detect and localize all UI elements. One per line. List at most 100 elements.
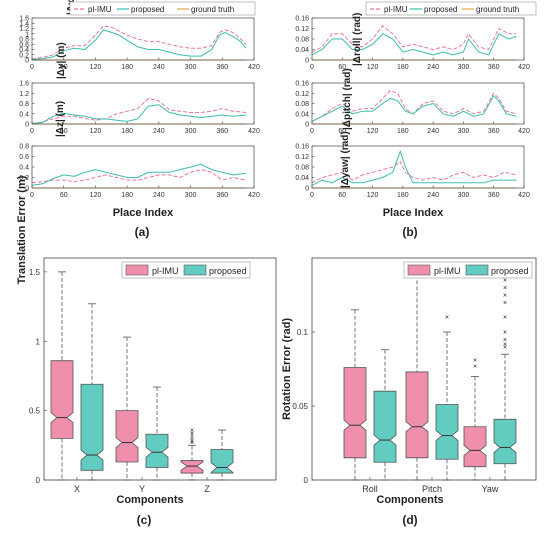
x-tick-label: 180 bbox=[397, 64, 409, 71]
y-axis-label-dyaw: |Δyaw| (rad) bbox=[340, 131, 351, 188]
outlier-marker: × bbox=[503, 315, 507, 322]
y-tick-label: 0.04 bbox=[295, 47, 309, 54]
legend-text-pl: pl-IMU bbox=[384, 5, 408, 14]
outlier-marker: × bbox=[503, 337, 507, 344]
x-tick-label: 120 bbox=[367, 128, 379, 135]
y-tick-label: 0 bbox=[25, 58, 29, 65]
x-tick-label: 60 bbox=[338, 128, 346, 135]
x-tick-label: 420 bbox=[248, 128, 260, 135]
y-tick-label: 0.5 bbox=[29, 407, 41, 416]
x-tick-label: 240 bbox=[427, 128, 439, 135]
legend-text-proposed: proposed bbox=[424, 5, 457, 14]
outlier-marker: × bbox=[445, 315, 449, 322]
axes-frame bbox=[311, 82, 525, 125]
y-tick-label: 0 bbox=[25, 122, 29, 129]
y-tick-label: 0.1 bbox=[297, 328, 309, 337]
y-tick-label: 0.8 bbox=[19, 101, 29, 108]
x-tick-label: 360 bbox=[488, 64, 500, 71]
x-tick-label: 240 bbox=[427, 192, 439, 199]
y-tick-label: 1 bbox=[25, 31, 29, 38]
y-tick-label: 0 bbox=[25, 186, 29, 193]
legend-c: pl-IMU proposed bbox=[121, 261, 251, 279]
y-tick-label: 0.08 bbox=[295, 165, 309, 172]
y-tick-label: 0.6 bbox=[19, 154, 29, 161]
outlier-marker: × bbox=[473, 364, 477, 371]
legend-text-proposed: proposed bbox=[131, 5, 164, 14]
series-line-proposed bbox=[31, 104, 247, 124]
series-line-proposed bbox=[31, 29, 247, 60]
y-tick-label: 0.4 bbox=[19, 47, 29, 54]
y-tick-label: 0 bbox=[305, 186, 309, 193]
box-body bbox=[145, 433, 169, 468]
x-tick-label: 240 bbox=[427, 64, 439, 71]
box-plimu-y bbox=[115, 336, 139, 481]
series-line-pl-imu bbox=[31, 25, 247, 60]
legend-text-proposed: proposed bbox=[209, 266, 247, 276]
x-tick-label: 420 bbox=[518, 64, 530, 71]
x-tick-label: 360 bbox=[488, 128, 500, 135]
y-axis-label-translation: Translation Error (m) bbox=[16, 175, 28, 284]
axes-frame bbox=[311, 145, 525, 189]
x-tick-label: 300 bbox=[458, 128, 470, 135]
legend-b: pl-IMU proposed ground truth bbox=[365, 1, 537, 16]
x-tick-label: Pitch bbox=[422, 484, 442, 494]
y-tick-label: 1.6 bbox=[19, 81, 29, 88]
x-tick-label: 60 bbox=[338, 64, 346, 71]
x-tick-label: 120 bbox=[90, 192, 102, 199]
legend-swatch-pl bbox=[125, 264, 149, 276]
x-tick-label: 240 bbox=[153, 192, 165, 199]
x-tick-label: 0 bbox=[310, 192, 314, 199]
box-body bbox=[405, 371, 429, 459]
series-line-pl-imu bbox=[311, 161, 517, 184]
y-tick-label: 0 bbox=[305, 58, 309, 65]
series-line-pl-imu bbox=[31, 97, 247, 124]
box-proposed-yaw: ×××××××××× bbox=[493, 270, 517, 481]
x-tick-label: 300 bbox=[458, 64, 470, 71]
y-tick-label: 0.16 bbox=[295, 16, 309, 23]
y-tick-label: 0 bbox=[304, 476, 309, 485]
x-tick-label: Y bbox=[139, 484, 145, 494]
outlier-marker: × bbox=[190, 433, 194, 440]
y-tick-label: 0.2 bbox=[19, 52, 29, 59]
x-tick-label: 120 bbox=[90, 64, 102, 71]
outlier-marker: × bbox=[190, 440, 194, 447]
y-tick-label: 1.5 bbox=[29, 268, 41, 277]
x-tick-label: 420 bbox=[248, 64, 260, 71]
legend-d: pl-IMU proposed bbox=[403, 261, 533, 279]
axes-frame bbox=[43, 257, 277, 481]
panel-label-a: (a) bbox=[135, 225, 150, 239]
legend-text-proposed: proposed bbox=[491, 266, 529, 276]
legend-text-gt: ground truth bbox=[476, 5, 519, 14]
y-tick-label: 1.4 bbox=[19, 21, 29, 28]
panel-b: 0 0.04 0.08 0.12 0.16 0 60 120 180 240 300 360 420 0 0… bbox=[295, 16, 530, 200]
x-tick-label: 180 bbox=[397, 128, 409, 135]
x-tick-label: 120 bbox=[90, 128, 102, 135]
axes-frame bbox=[31, 145, 255, 189]
y-tick-label: 0.08 bbox=[295, 37, 309, 44]
x-tick-label: 420 bbox=[518, 128, 530, 135]
y-tick-label: 0.16 bbox=[295, 144, 309, 151]
line-plot: 0 0.04 0.08 0.12 0.16 0 60 120 180 240 300 360 420 bbox=[295, 144, 530, 200]
box-proposed-roll bbox=[373, 349, 397, 481]
y-tick-label: 0.2 bbox=[19, 175, 29, 182]
y-tick-label: 0.4 bbox=[19, 111, 29, 118]
box-plot: 00.511.5X Y Z×××××× bbox=[29, 257, 277, 494]
box-proposed-z bbox=[210, 429, 234, 481]
x-tick-label: Z bbox=[204, 484, 210, 494]
y-tick-label: 0.04 bbox=[295, 175, 309, 182]
outlier-marker: × bbox=[503, 293, 507, 300]
y-tick-label: 0.05 bbox=[292, 402, 308, 411]
x-tick-label: 300 bbox=[185, 128, 197, 135]
y-axis-label-dz: |Δz| (m) bbox=[55, 101, 66, 137]
box-proposed-y bbox=[145, 386, 169, 481]
y-tick-label: 0.12 bbox=[295, 154, 309, 161]
box-body bbox=[343, 367, 367, 459]
outlier-marker: × bbox=[503, 344, 507, 351]
outlier-marker: × bbox=[503, 285, 507, 292]
box-body bbox=[463, 426, 487, 468]
outlier-marker: × bbox=[473, 358, 477, 365]
x-axis-label-d: Components bbox=[376, 494, 443, 506]
y-tick-label: 1 bbox=[36, 337, 41, 346]
y-tick-label: 1.6 bbox=[19, 16, 29, 23]
box-body bbox=[373, 390, 397, 463]
